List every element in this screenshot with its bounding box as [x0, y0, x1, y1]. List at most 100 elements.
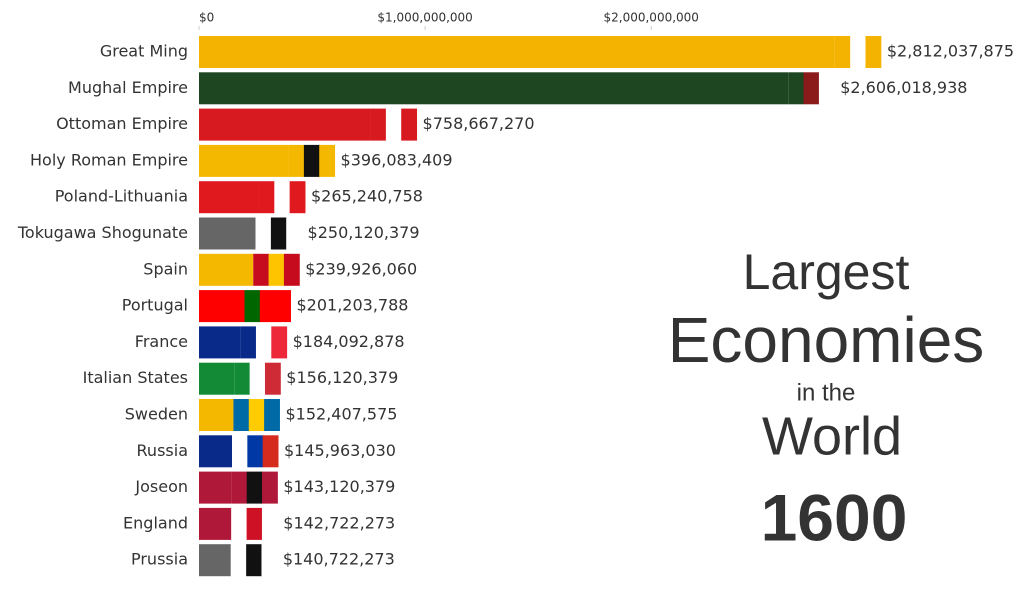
flag — [230, 544, 247, 577]
bar — [199, 471, 232, 504]
flag — [255, 217, 272, 250]
y-tick-label: Poland-Lithuania — [55, 187, 188, 206]
flag — [850, 36, 866, 68]
flag — [319, 144, 336, 177]
bar — [199, 72, 789, 105]
value-label: $2,812,037,875 — [887, 42, 1014, 61]
value-label: $239,926,060 — [305, 259, 417, 278]
y-tick-label: Russia — [137, 441, 188, 460]
flag — [231, 471, 248, 504]
flag — [233, 399, 250, 431]
value-label: $145,963,030 — [284, 441, 396, 460]
flag — [865, 36, 882, 68]
flag — [283, 253, 300, 286]
title-line-2: Economies — [668, 304, 985, 376]
bar — [199, 217, 256, 250]
title-line-1: Largest — [743, 244, 910, 300]
bar — [199, 399, 234, 431]
flag — [401, 108, 418, 141]
value-label: $152,407,575 — [285, 405, 397, 424]
flag — [385, 108, 402, 141]
flag — [288, 144, 305, 177]
y-tick-label: Sweden — [125, 405, 188, 424]
bar — [199, 108, 371, 141]
value-label: $140,722,273 — [283, 550, 395, 569]
value-label: $201,203,788 — [296, 296, 408, 315]
title-line-4: World — [762, 406, 902, 466]
bar — [199, 181, 259, 214]
flag — [234, 362, 251, 395]
y-tick-label: Italian States — [83, 368, 188, 387]
y-tick-label: Spain — [143, 259, 188, 278]
flag — [262, 471, 278, 504]
flag — [232, 435, 248, 468]
flag — [834, 36, 851, 68]
flag — [249, 362, 266, 395]
flag — [286, 217, 303, 250]
bar — [199, 144, 289, 177]
flag — [247, 435, 264, 468]
flag — [259, 290, 276, 323]
flag — [788, 72, 805, 105]
bar — [199, 544, 231, 577]
value-label: $250,120,379 — [308, 223, 420, 242]
flag — [289, 181, 306, 214]
value-label: $2,606,018,938 — [840, 78, 967, 97]
flag — [271, 326, 288, 359]
value-label: $156,120,379 — [286, 368, 398, 387]
flag — [264, 399, 280, 431]
value-label: $396,083,409 — [341, 150, 453, 169]
bar — [199, 290, 245, 323]
flag — [231, 507, 248, 540]
flag — [274, 181, 291, 214]
x-tick-label: $1,000,000,000 — [377, 11, 472, 25]
flag — [246, 544, 262, 577]
value-label: $184,092,878 — [293, 332, 405, 351]
value-label: $265,240,758 — [311, 187, 423, 206]
bar — [199, 435, 233, 468]
y-tick-label: France — [135, 332, 188, 351]
flag — [248, 399, 265, 431]
flag — [255, 326, 272, 359]
x-tick-label: $2,000,000,000 — [604, 11, 699, 25]
value-label: $142,722,273 — [283, 513, 395, 532]
flag — [261, 544, 278, 577]
y-tick-label: England — [123, 513, 188, 532]
flag — [246, 507, 263, 540]
flag — [818, 72, 835, 105]
y-tick-label: Joseon — [134, 477, 188, 496]
y-tick-label: Holy Roman Empire — [30, 150, 188, 169]
bar — [199, 507, 232, 540]
flag — [803, 72, 820, 105]
bar — [199, 253, 254, 286]
year-label: 1600 — [761, 480, 908, 554]
flag — [303, 144, 320, 177]
bar — [199, 362, 235, 395]
flag — [246, 471, 263, 504]
flag — [370, 108, 387, 141]
y-tick-label: Tokugawa Shogunate — [17, 223, 188, 242]
value-label: $758,667,270 — [423, 114, 535, 133]
flag — [253, 253, 270, 286]
bar — [199, 326, 241, 359]
flag — [262, 435, 279, 468]
title-line-3: in the — [797, 379, 856, 406]
flag — [240, 326, 257, 359]
flag — [258, 181, 275, 214]
flag — [264, 362, 281, 395]
y-tick-label: Mughal Empire — [68, 78, 188, 97]
y-tick-label: Great Ming — [100, 42, 188, 61]
y-tick-label: Ottoman Empire — [56, 114, 188, 133]
flag — [261, 507, 278, 540]
flag — [244, 290, 261, 323]
bar — [199, 36, 835, 68]
flag — [275, 290, 291, 323]
value-label: $143,120,379 — [283, 477, 395, 496]
y-tick-label: Portugal — [122, 296, 188, 315]
flag — [270, 217, 287, 250]
flag — [268, 253, 285, 286]
x-tick-label: $0 — [199, 11, 214, 25]
y-tick-label: Prussia — [131, 550, 188, 569]
